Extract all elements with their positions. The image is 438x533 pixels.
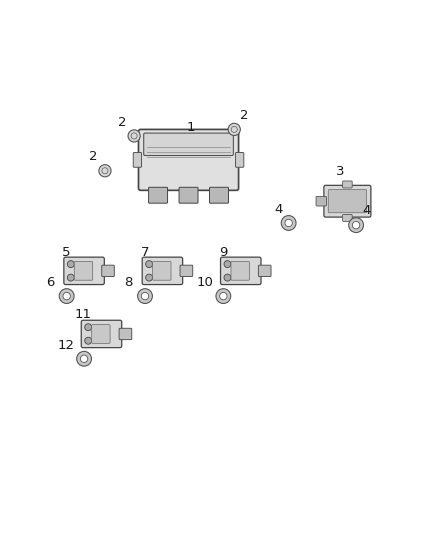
Text: 1: 1 — [187, 121, 195, 134]
Text: 5: 5 — [63, 246, 71, 259]
FancyBboxPatch shape — [236, 152, 244, 167]
FancyBboxPatch shape — [133, 152, 141, 167]
Circle shape — [146, 261, 152, 268]
FancyBboxPatch shape — [180, 265, 193, 277]
Text: 7: 7 — [141, 246, 149, 259]
Circle shape — [285, 219, 292, 227]
FancyBboxPatch shape — [152, 262, 171, 280]
FancyBboxPatch shape — [74, 262, 93, 280]
Circle shape — [138, 289, 152, 303]
Text: 2: 2 — [118, 116, 127, 128]
FancyBboxPatch shape — [119, 328, 132, 340]
Circle shape — [67, 261, 74, 268]
Circle shape — [59, 289, 74, 303]
FancyBboxPatch shape — [92, 325, 110, 343]
Circle shape — [63, 293, 71, 300]
FancyBboxPatch shape — [324, 185, 371, 217]
Circle shape — [224, 274, 231, 281]
Circle shape — [146, 274, 152, 281]
FancyBboxPatch shape — [144, 133, 233, 156]
Text: 2: 2 — [240, 109, 248, 122]
Circle shape — [281, 215, 296, 230]
Circle shape — [85, 324, 92, 330]
Text: 8: 8 — [124, 276, 133, 289]
Circle shape — [224, 261, 231, 268]
FancyBboxPatch shape — [209, 187, 229, 203]
FancyBboxPatch shape — [148, 187, 168, 203]
FancyBboxPatch shape — [328, 190, 367, 213]
Circle shape — [216, 289, 231, 303]
FancyBboxPatch shape — [102, 265, 114, 277]
Text: 4: 4 — [363, 204, 371, 217]
Text: 9: 9 — [219, 246, 227, 259]
Circle shape — [128, 130, 140, 142]
FancyBboxPatch shape — [179, 187, 198, 203]
Circle shape — [141, 293, 149, 300]
Text: 10: 10 — [197, 276, 213, 289]
FancyBboxPatch shape — [138, 130, 239, 190]
FancyBboxPatch shape — [220, 257, 261, 285]
Circle shape — [349, 218, 364, 232]
FancyBboxPatch shape — [81, 320, 122, 348]
FancyBboxPatch shape — [343, 181, 352, 188]
Text: 4: 4 — [275, 203, 283, 215]
Text: 3: 3 — [336, 165, 344, 178]
Circle shape — [228, 123, 240, 135]
FancyBboxPatch shape — [343, 214, 352, 221]
Circle shape — [67, 274, 74, 281]
Text: 2: 2 — [88, 150, 97, 163]
Circle shape — [99, 165, 111, 177]
Circle shape — [353, 221, 360, 229]
Circle shape — [85, 337, 92, 344]
Text: 6: 6 — [46, 276, 54, 289]
Text: 11: 11 — [75, 308, 92, 321]
Circle shape — [219, 293, 227, 300]
Circle shape — [81, 355, 88, 362]
FancyBboxPatch shape — [64, 257, 104, 285]
Circle shape — [77, 351, 92, 366]
FancyBboxPatch shape — [258, 265, 271, 277]
FancyBboxPatch shape — [142, 257, 183, 285]
Text: 12: 12 — [57, 339, 74, 352]
FancyBboxPatch shape — [316, 197, 326, 206]
FancyBboxPatch shape — [231, 262, 249, 280]
